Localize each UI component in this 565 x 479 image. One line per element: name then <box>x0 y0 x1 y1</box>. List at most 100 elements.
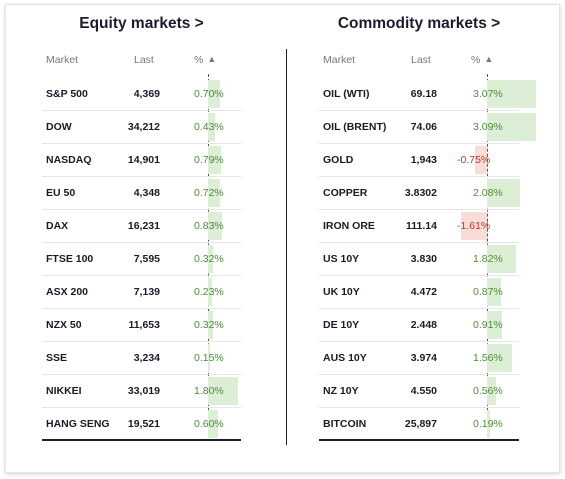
percent-change: 0.60% <box>194 418 224 430</box>
equity-markets-title-link[interactable]: Equity markets > <box>79 15 204 32</box>
table-row[interactable]: COPPER 3.8302 2.08% <box>319 177 521 210</box>
percent-change: 1.80% <box>194 385 224 397</box>
change-bar <box>208 245 214 273</box>
commodity-markets-title-link[interactable]: Commodity markets > <box>337 15 501 32</box>
market-name[interactable]: AUS 10Y <box>323 352 367 364</box>
market-name[interactable]: IRON ORE <box>323 220 375 232</box>
sort-ascending-icon: ▲ <box>207 54 217 64</box>
percent-change: 0.56% <box>473 385 503 397</box>
market-name[interactable]: HANG SENG <box>46 418 110 430</box>
table-row[interactable]: NZX 50 11,653 0.32% <box>42 309 241 342</box>
market-column-header[interactable]: Market <box>46 54 79 66</box>
change-bar <box>487 311 502 339</box>
table-row[interactable]: EU 50 4,348 0.72% <box>42 177 241 210</box>
market-name[interactable]: COPPER <box>323 187 368 199</box>
change-bar <box>475 146 487 174</box>
last-price: 3.830 <box>410 253 437 265</box>
change-bar <box>487 80 537 108</box>
market-name[interactable]: FTSE 100 <box>46 253 94 265</box>
percent-column-header[interactable]: % ▲ <box>471 54 494 66</box>
percent-change: 0.32% <box>194 319 224 331</box>
last-column-header[interactable]: Last <box>134 54 154 66</box>
table-row[interactable]: DAX 16,231 0.83% <box>42 210 241 243</box>
table-row[interactable]: AUS 10Y 3.974 1.56% <box>319 342 519 375</box>
last-price: 33,019 <box>127 385 160 397</box>
change-bar <box>208 311 214 339</box>
market-name[interactable]: BITCOIN <box>323 418 367 430</box>
commodity-markets-panel: Commodity markets > Market Last % ▲ OIL (… <box>319 0 537 479</box>
market-name[interactable]: NIKKEI <box>46 385 82 397</box>
table-row[interactable]: NZ 10Y 4.550 0.56% <box>319 375 519 408</box>
commodity-table-body: OIL (WTI) 69.18 3.07% OIL (BRENT) 74.06 3.09%… <box>319 78 537 441</box>
market-name[interactable]: OIL (BRENT) <box>323 121 387 133</box>
market-name[interactable]: EU 50 <box>46 187 76 199</box>
last-price: 14,901 <box>127 154 160 166</box>
market-name[interactable]: S&P 500 <box>46 88 88 100</box>
table-row[interactable]: HANG SENG 19,521 0.60% <box>42 408 241 441</box>
column-divider <box>286 49 287 445</box>
market-column-header[interactable]: Market <box>323 54 356 66</box>
percent-change: 0.83% <box>194 220 224 232</box>
change-bar <box>487 377 496 405</box>
market-name[interactable]: NZ 10Y <box>323 385 359 397</box>
percent-column-header[interactable]: % ▲ <box>194 54 217 66</box>
percent-change: 0.43% <box>194 121 224 133</box>
table-row[interactable]: DE 10Y 2.448 0.91% <box>319 309 519 342</box>
table-row[interactable]: OIL (WTI) 69.18 3.07% <box>319 78 537 111</box>
change-bar <box>208 344 211 372</box>
table-row[interactable]: FTSE 100 7,595 0.32% <box>42 243 241 276</box>
market-name[interactable]: OIL (WTI) <box>323 88 370 100</box>
change-bar <box>208 146 222 174</box>
last-price: 7,595 <box>133 253 160 265</box>
change-bar <box>208 278 212 306</box>
last-price: 4,369 <box>133 88 160 100</box>
market-name[interactable]: GOLD <box>323 154 354 166</box>
last-price: 4.472 <box>410 286 437 298</box>
table-row[interactable]: UK 10Y 4.472 0.87% <box>319 276 519 309</box>
table-row[interactable]: DOW 34,212 0.43% <box>42 111 241 144</box>
table-row[interactable]: NIKKEI 33,019 1.80% <box>42 375 241 408</box>
table-row[interactable]: ASX 200 7,139 0.23% <box>42 276 241 309</box>
table-row[interactable]: BITCOIN 25,897 0.19% <box>319 408 519 441</box>
market-name[interactable]: UK 10Y <box>323 286 360 298</box>
change-bar <box>208 113 216 141</box>
last-price: 7,139 <box>133 286 160 298</box>
last-price: 4,348 <box>133 187 160 199</box>
percent-change: 0.72% <box>194 187 224 199</box>
last-price: 25,897 <box>404 418 437 430</box>
table-row[interactable]: S&P 500 4,369 0.70% <box>42 78 241 111</box>
equity-table-body: S&P 500 4,369 0.70% DOW 34,212 0.43% NASDAQ 14,… <box>42 78 241 441</box>
market-name[interactable]: ASX 200 <box>46 286 89 298</box>
change-bar <box>487 410 491 438</box>
change-bar <box>208 179 220 207</box>
sort-ascending-icon: ▲ <box>484 54 494 64</box>
change-bar <box>487 245 517 273</box>
table-row[interactable]: GOLD 1,943 -0.75% <box>319 144 519 177</box>
table-row[interactable]: IRON ORE 111.14 -1.61% <box>319 210 519 243</box>
change-bar <box>208 212 222 240</box>
percent-change: 1.82% <box>473 253 503 265</box>
market-name[interactable]: DE 10Y <box>323 319 360 331</box>
market-name[interactable]: DAX <box>46 220 69 232</box>
equity-markets-panel: Equity markets > Market Last % ▲ S&P 500 4… <box>42 0 241 479</box>
percent-change: 3.09% <box>473 121 503 133</box>
last-price: 3.8302 <box>404 187 437 199</box>
percent-change: 0.91% <box>473 319 503 331</box>
table-row[interactable]: SSE 3,234 0.15% <box>42 342 241 375</box>
percent-change: 0.87% <box>473 286 503 298</box>
table-row[interactable]: NASDAQ 14,901 0.79% <box>42 144 241 177</box>
market-name[interactable]: DOW <box>46 121 72 133</box>
market-name[interactable]: NASDAQ <box>46 154 92 166</box>
market-name[interactable]: SSE <box>46 352 68 364</box>
percent-change: 0.19% <box>473 418 503 430</box>
last-price: 1,943 <box>410 154 437 166</box>
percent-change: -0.75% <box>457 154 491 166</box>
last-column-header[interactable]: Last <box>411 54 431 66</box>
table-row[interactable]: US 10Y 3.830 1.82% <box>319 243 519 276</box>
market-name[interactable]: NZX 50 <box>46 319 82 331</box>
percent-change: 1.56% <box>473 352 503 364</box>
market-name[interactable]: US 10Y <box>323 253 360 265</box>
change-bar <box>487 179 521 207</box>
table-row[interactable]: OIL (BRENT) 74.06 3.09% <box>319 111 537 144</box>
last-price: 69.18 <box>410 88 437 100</box>
